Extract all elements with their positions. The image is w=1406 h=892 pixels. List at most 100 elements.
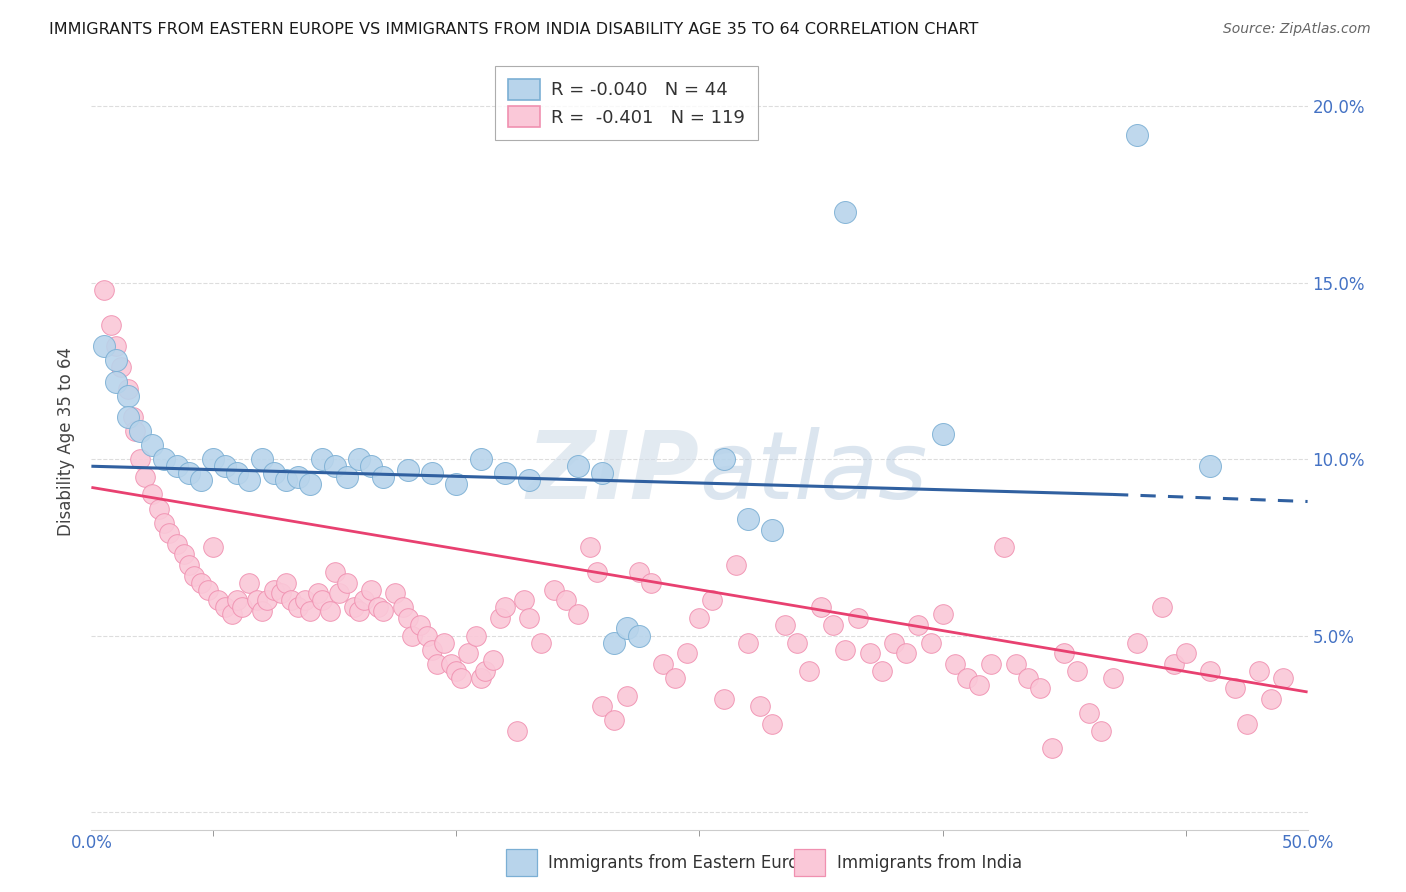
Point bbox=[117, 389, 139, 403]
Point bbox=[401, 628, 423, 642]
Point bbox=[214, 600, 236, 615]
Point bbox=[517, 473, 540, 487]
Point bbox=[183, 568, 205, 582]
Point bbox=[141, 438, 163, 452]
Point bbox=[1066, 664, 1088, 678]
Point bbox=[117, 382, 139, 396]
Point bbox=[1126, 635, 1149, 649]
Point bbox=[396, 611, 419, 625]
Point bbox=[1004, 657, 1026, 671]
Point bbox=[124, 424, 146, 438]
Point bbox=[1017, 671, 1039, 685]
Point bbox=[420, 642, 443, 657]
Point bbox=[567, 607, 589, 622]
Point bbox=[104, 339, 127, 353]
Point bbox=[457, 646, 479, 660]
Point bbox=[797, 664, 820, 678]
Point bbox=[1175, 646, 1198, 660]
Point bbox=[1090, 723, 1112, 738]
Point bbox=[713, 692, 735, 706]
Point bbox=[1272, 671, 1295, 685]
Point bbox=[616, 689, 638, 703]
Point bbox=[967, 678, 990, 692]
Point bbox=[481, 653, 503, 667]
Point bbox=[207, 593, 229, 607]
Point bbox=[761, 716, 783, 731]
Point bbox=[420, 467, 443, 481]
Point bbox=[543, 582, 565, 597]
Point bbox=[214, 459, 236, 474]
Point bbox=[153, 516, 176, 530]
Point bbox=[409, 618, 432, 632]
Point bbox=[980, 657, 1002, 671]
Point bbox=[713, 452, 735, 467]
Point bbox=[294, 593, 316, 607]
Point bbox=[586, 565, 609, 579]
Point bbox=[226, 467, 249, 481]
Point bbox=[104, 353, 127, 368]
Point bbox=[238, 473, 260, 487]
Point bbox=[700, 593, 723, 607]
Point bbox=[256, 593, 278, 607]
Y-axis label: Disability Age 35 to 64: Disability Age 35 to 64 bbox=[58, 347, 76, 536]
Point bbox=[384, 586, 406, 600]
Point bbox=[1163, 657, 1185, 671]
Point bbox=[307, 586, 329, 600]
Point bbox=[464, 628, 486, 642]
Point bbox=[640, 575, 662, 590]
Point bbox=[494, 600, 516, 615]
Point bbox=[141, 487, 163, 501]
Point bbox=[616, 622, 638, 636]
Point bbox=[870, 664, 893, 678]
Point bbox=[353, 593, 375, 607]
Point bbox=[246, 593, 269, 607]
Point bbox=[250, 604, 273, 618]
Point bbox=[489, 611, 512, 625]
Point bbox=[166, 459, 188, 474]
Point bbox=[834, 205, 856, 219]
Point bbox=[416, 628, 439, 642]
Point bbox=[323, 459, 346, 474]
Point bbox=[367, 600, 389, 615]
Point bbox=[104, 375, 127, 389]
Point bbox=[810, 600, 832, 615]
Point bbox=[373, 470, 395, 484]
Point bbox=[474, 664, 496, 678]
Point bbox=[1040, 741, 1063, 756]
Point bbox=[883, 635, 905, 649]
Point bbox=[1126, 128, 1149, 142]
Point bbox=[263, 582, 285, 597]
Point bbox=[513, 593, 536, 607]
Point bbox=[221, 607, 243, 622]
Text: atlas: atlas bbox=[699, 427, 928, 518]
Point bbox=[177, 558, 200, 572]
Point bbox=[347, 452, 370, 467]
Point bbox=[956, 671, 979, 685]
Point bbox=[506, 723, 529, 738]
Point bbox=[426, 657, 449, 671]
Point bbox=[299, 476, 322, 491]
Point bbox=[834, 642, 856, 657]
Point bbox=[197, 582, 219, 597]
Point bbox=[444, 476, 467, 491]
Point bbox=[274, 473, 297, 487]
Point bbox=[579, 541, 602, 555]
Point bbox=[391, 600, 413, 615]
Point bbox=[530, 635, 553, 649]
Point bbox=[846, 611, 869, 625]
Point bbox=[270, 586, 292, 600]
Point bbox=[1199, 664, 1222, 678]
Point bbox=[287, 470, 309, 484]
Point bbox=[931, 607, 953, 622]
Point bbox=[396, 463, 419, 477]
Point bbox=[1102, 671, 1125, 685]
Point bbox=[652, 657, 675, 671]
Point bbox=[567, 459, 589, 474]
Text: Immigrants from Eastern Europe: Immigrants from Eastern Europe bbox=[548, 854, 820, 871]
Point bbox=[450, 671, 472, 685]
Point bbox=[202, 541, 225, 555]
Text: ZIP: ZIP bbox=[527, 426, 699, 518]
Point bbox=[250, 452, 273, 467]
Point bbox=[93, 283, 115, 297]
Point bbox=[724, 558, 747, 572]
